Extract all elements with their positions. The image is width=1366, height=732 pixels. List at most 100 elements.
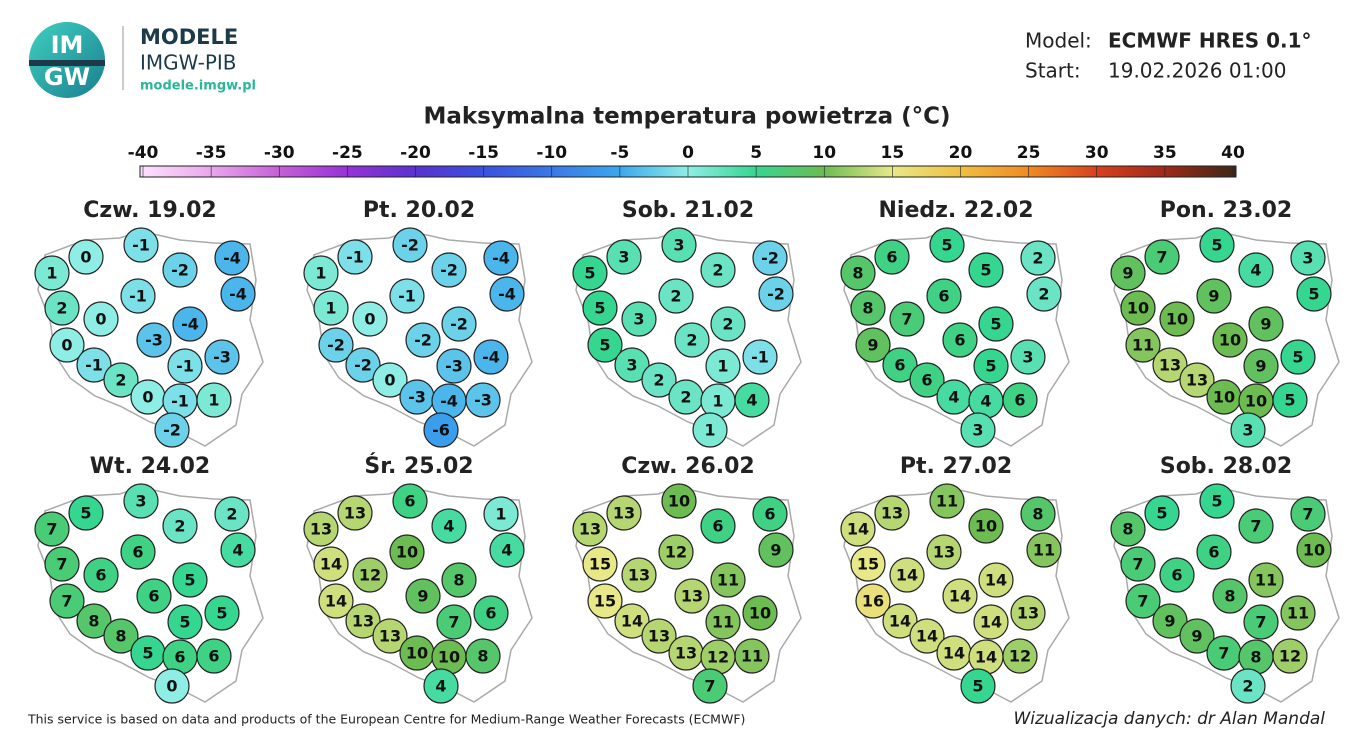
station-marker [692, 412, 728, 448]
station-value: 14 [975, 648, 997, 667]
station-value: 3 [1022, 348, 1033, 367]
station-marker [318, 327, 354, 363]
station-value: 8 [852, 264, 863, 283]
station-value: 9 [1255, 357, 1266, 376]
station-marker [1002, 382, 1038, 418]
station-marker [1238, 508, 1274, 544]
colorbar-tick-label: -25 [332, 143, 363, 163]
station-value: 15 [857, 555, 879, 574]
title: Maksymalna temperatura powietrza (°C) [423, 104, 950, 130]
station-marker [1179, 362, 1215, 398]
station-value: 2 [712, 261, 723, 280]
station-value: 0 [166, 677, 177, 696]
station-value: 8 [1032, 505, 1043, 524]
station-value: 10 [749, 604, 771, 623]
station-marker [303, 511, 339, 547]
station-value: -3 [408, 388, 426, 407]
station-marker [1120, 290, 1156, 326]
station-value: 13 [613, 504, 635, 523]
station-marker [465, 638, 501, 674]
model-label: Model: [1025, 29, 1092, 53]
station-marker [926, 534, 962, 570]
station-value: 10 [975, 517, 997, 536]
station-marker [661, 483, 697, 519]
station-marker [1159, 301, 1195, 337]
station-marker [405, 322, 441, 358]
station-value: 6 [894, 356, 905, 375]
station-value: 15 [589, 555, 611, 574]
colorbar-tick-label: -5 [610, 143, 629, 163]
station-value: 1 [495, 505, 506, 524]
map-panel: Pt. 27.02 13 11 8 14 10 11 15 14 13 14 16 14 14 13 14 14… [840, 454, 1070, 704]
colorbar-tick-label: 15 [881, 143, 905, 163]
station-value: 6 [1208, 543, 1219, 562]
station-marker [572, 255, 608, 291]
station-value: 6 [712, 517, 723, 536]
station-value: 13 [310, 520, 332, 539]
station-value: 6 [764, 505, 775, 524]
station-value: 13 [881, 504, 903, 523]
station-value: 7 [1137, 592, 1148, 611]
station-marker [1144, 239, 1180, 275]
station-value: -2 [440, 261, 458, 280]
station-marker [1010, 595, 1046, 631]
station-marker [83, 301, 119, 337]
station-marker [473, 339, 509, 375]
station-value: 13 [648, 627, 670, 646]
station-marker [389, 278, 425, 314]
station-marker [154, 668, 190, 704]
station-marker [473, 595, 509, 631]
station-marker [889, 301, 925, 337]
station-marker [162, 508, 198, 544]
station-value: -1 [751, 348, 769, 367]
station-value: 9 [1122, 264, 1133, 283]
station-marker [1120, 546, 1156, 582]
station-value: 11 [936, 492, 958, 511]
start-value: 19.02.2026 01:00 [1108, 59, 1287, 83]
station-marker [700, 508, 736, 544]
station-marker [850, 546, 886, 582]
station-marker [929, 483, 965, 519]
station-marker [909, 618, 945, 654]
station-marker [120, 278, 156, 314]
station-value: 2 [115, 371, 126, 390]
station-marker [734, 638, 770, 674]
station-value: 5 [1211, 492, 1222, 511]
map-title: Niedz. 22.02 [878, 198, 1033, 223]
station-value: 5 [1308, 285, 1319, 304]
station-value: 11 [712, 613, 734, 632]
station-value: 7 [1250, 517, 1261, 536]
station-value: 4 [746, 391, 757, 410]
station-value: 8 [453, 571, 464, 590]
station-marker [345, 603, 381, 639]
station-value: -1 [171, 392, 189, 411]
station-marker [172, 306, 208, 342]
station-value: 2 [1242, 677, 1253, 696]
map-panel: Pt. 20.02-1-2-41 -2-410-1-2-2 -2-2 -4-30-3-… [303, 198, 533, 448]
station-value: 5 [972, 677, 983, 696]
station-value: 12 [1009, 647, 1031, 666]
station-value: 10 [1213, 388, 1235, 407]
station-marker [850, 290, 886, 326]
station-value: 13 [379, 627, 401, 646]
station-value: -3 [445, 357, 463, 376]
station-marker [337, 239, 373, 275]
station-value: 6 [1171, 566, 1182, 585]
station-marker [606, 239, 642, 275]
station-marker [76, 347, 112, 383]
station-value: 6 [132, 543, 143, 562]
station-marker [1110, 255, 1146, 291]
station-marker [1159, 557, 1195, 593]
station-value: 5 [142, 644, 153, 663]
station-marker [389, 534, 425, 570]
station-marker [483, 240, 519, 276]
station-value: 6 [954, 331, 965, 350]
station-marker [136, 322, 172, 358]
station-marker [136, 578, 172, 614]
station-marker [1290, 240, 1326, 276]
station-marker [882, 347, 918, 383]
station-marker [1290, 496, 1326, 532]
map-title: Pt. 27.02 [900, 454, 1012, 479]
